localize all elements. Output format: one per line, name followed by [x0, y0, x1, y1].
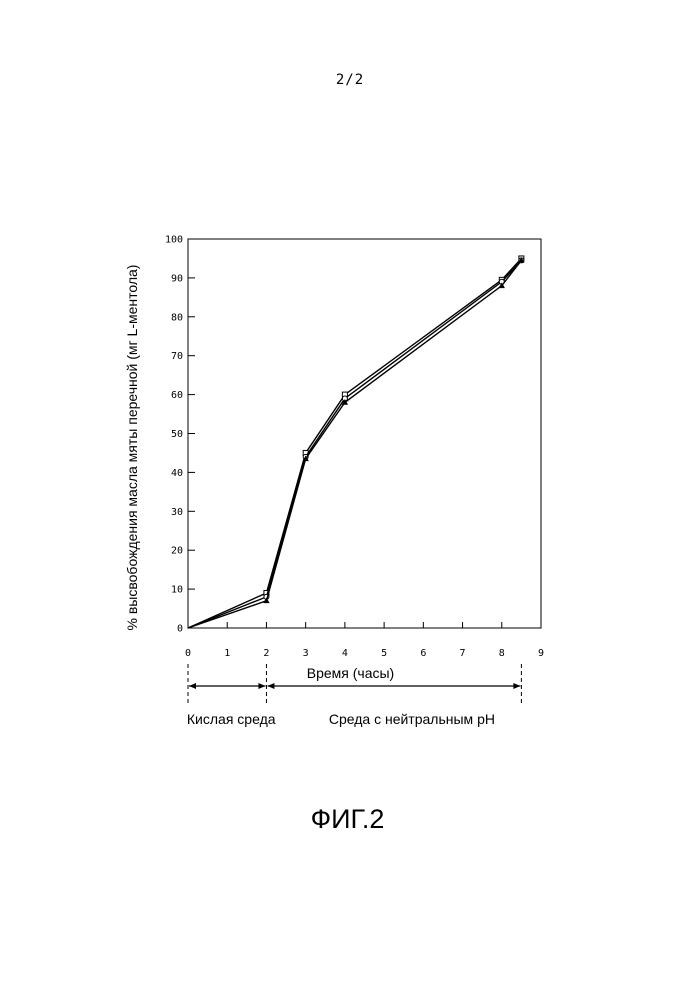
x-tick-label: 8 [499, 648, 505, 659]
x-axis-title: Время (часы) [307, 665, 394, 681]
y-tick-label: 100 [165, 235, 183, 246]
x-tick-label: 7 [460, 648, 466, 659]
figure-caption: ФИГ.2 [0, 804, 695, 835]
series-line [188, 260, 521, 628]
y-tick-label: 80 [171, 312, 183, 323]
region-arrowhead-left [267, 683, 274, 689]
x-tick-label: 6 [420, 648, 426, 659]
x-tick-label: 9 [538, 648, 544, 659]
region-label: Кислая среда [187, 711, 276, 727]
series-line [188, 258, 521, 628]
y-tick-label: 60 [171, 390, 183, 401]
y-tick-label: 50 [171, 429, 183, 440]
x-tick-label: 5 [381, 648, 387, 659]
y-tick-label: 0 [177, 624, 183, 635]
y-axis-title: % высвобождения масла мяты перечной (мг … [124, 265, 140, 631]
series-line [188, 260, 521, 628]
region-arrowhead-right [258, 683, 265, 689]
y-tick-label: 70 [171, 351, 183, 362]
x-tick-label: 1 [224, 648, 230, 659]
x-tick-label: 4 [342, 648, 348, 659]
x-tick-label: 0 [185, 648, 191, 659]
x-tick-label: 3 [303, 648, 309, 659]
y-tick-label: 10 [171, 585, 183, 596]
region-label: Среда с нейтральным pH [329, 711, 495, 727]
y-tick-label: 30 [171, 507, 183, 518]
plot-frame [188, 239, 541, 628]
region-arrowhead-left [189, 683, 196, 689]
release-chart: 0 10 20 30 40 50 60 70 80 90 100 0 1 2 3 4 5 6 7 8 9 Время (ч… [0, 0, 695, 760]
y-tick-label: 90 [171, 273, 183, 284]
x-tick-label: 2 [263, 648, 269, 659]
y-tick-label: 20 [171, 546, 183, 557]
y-tick-label: 40 [171, 468, 183, 479]
region-arrowhead-right [513, 683, 520, 689]
